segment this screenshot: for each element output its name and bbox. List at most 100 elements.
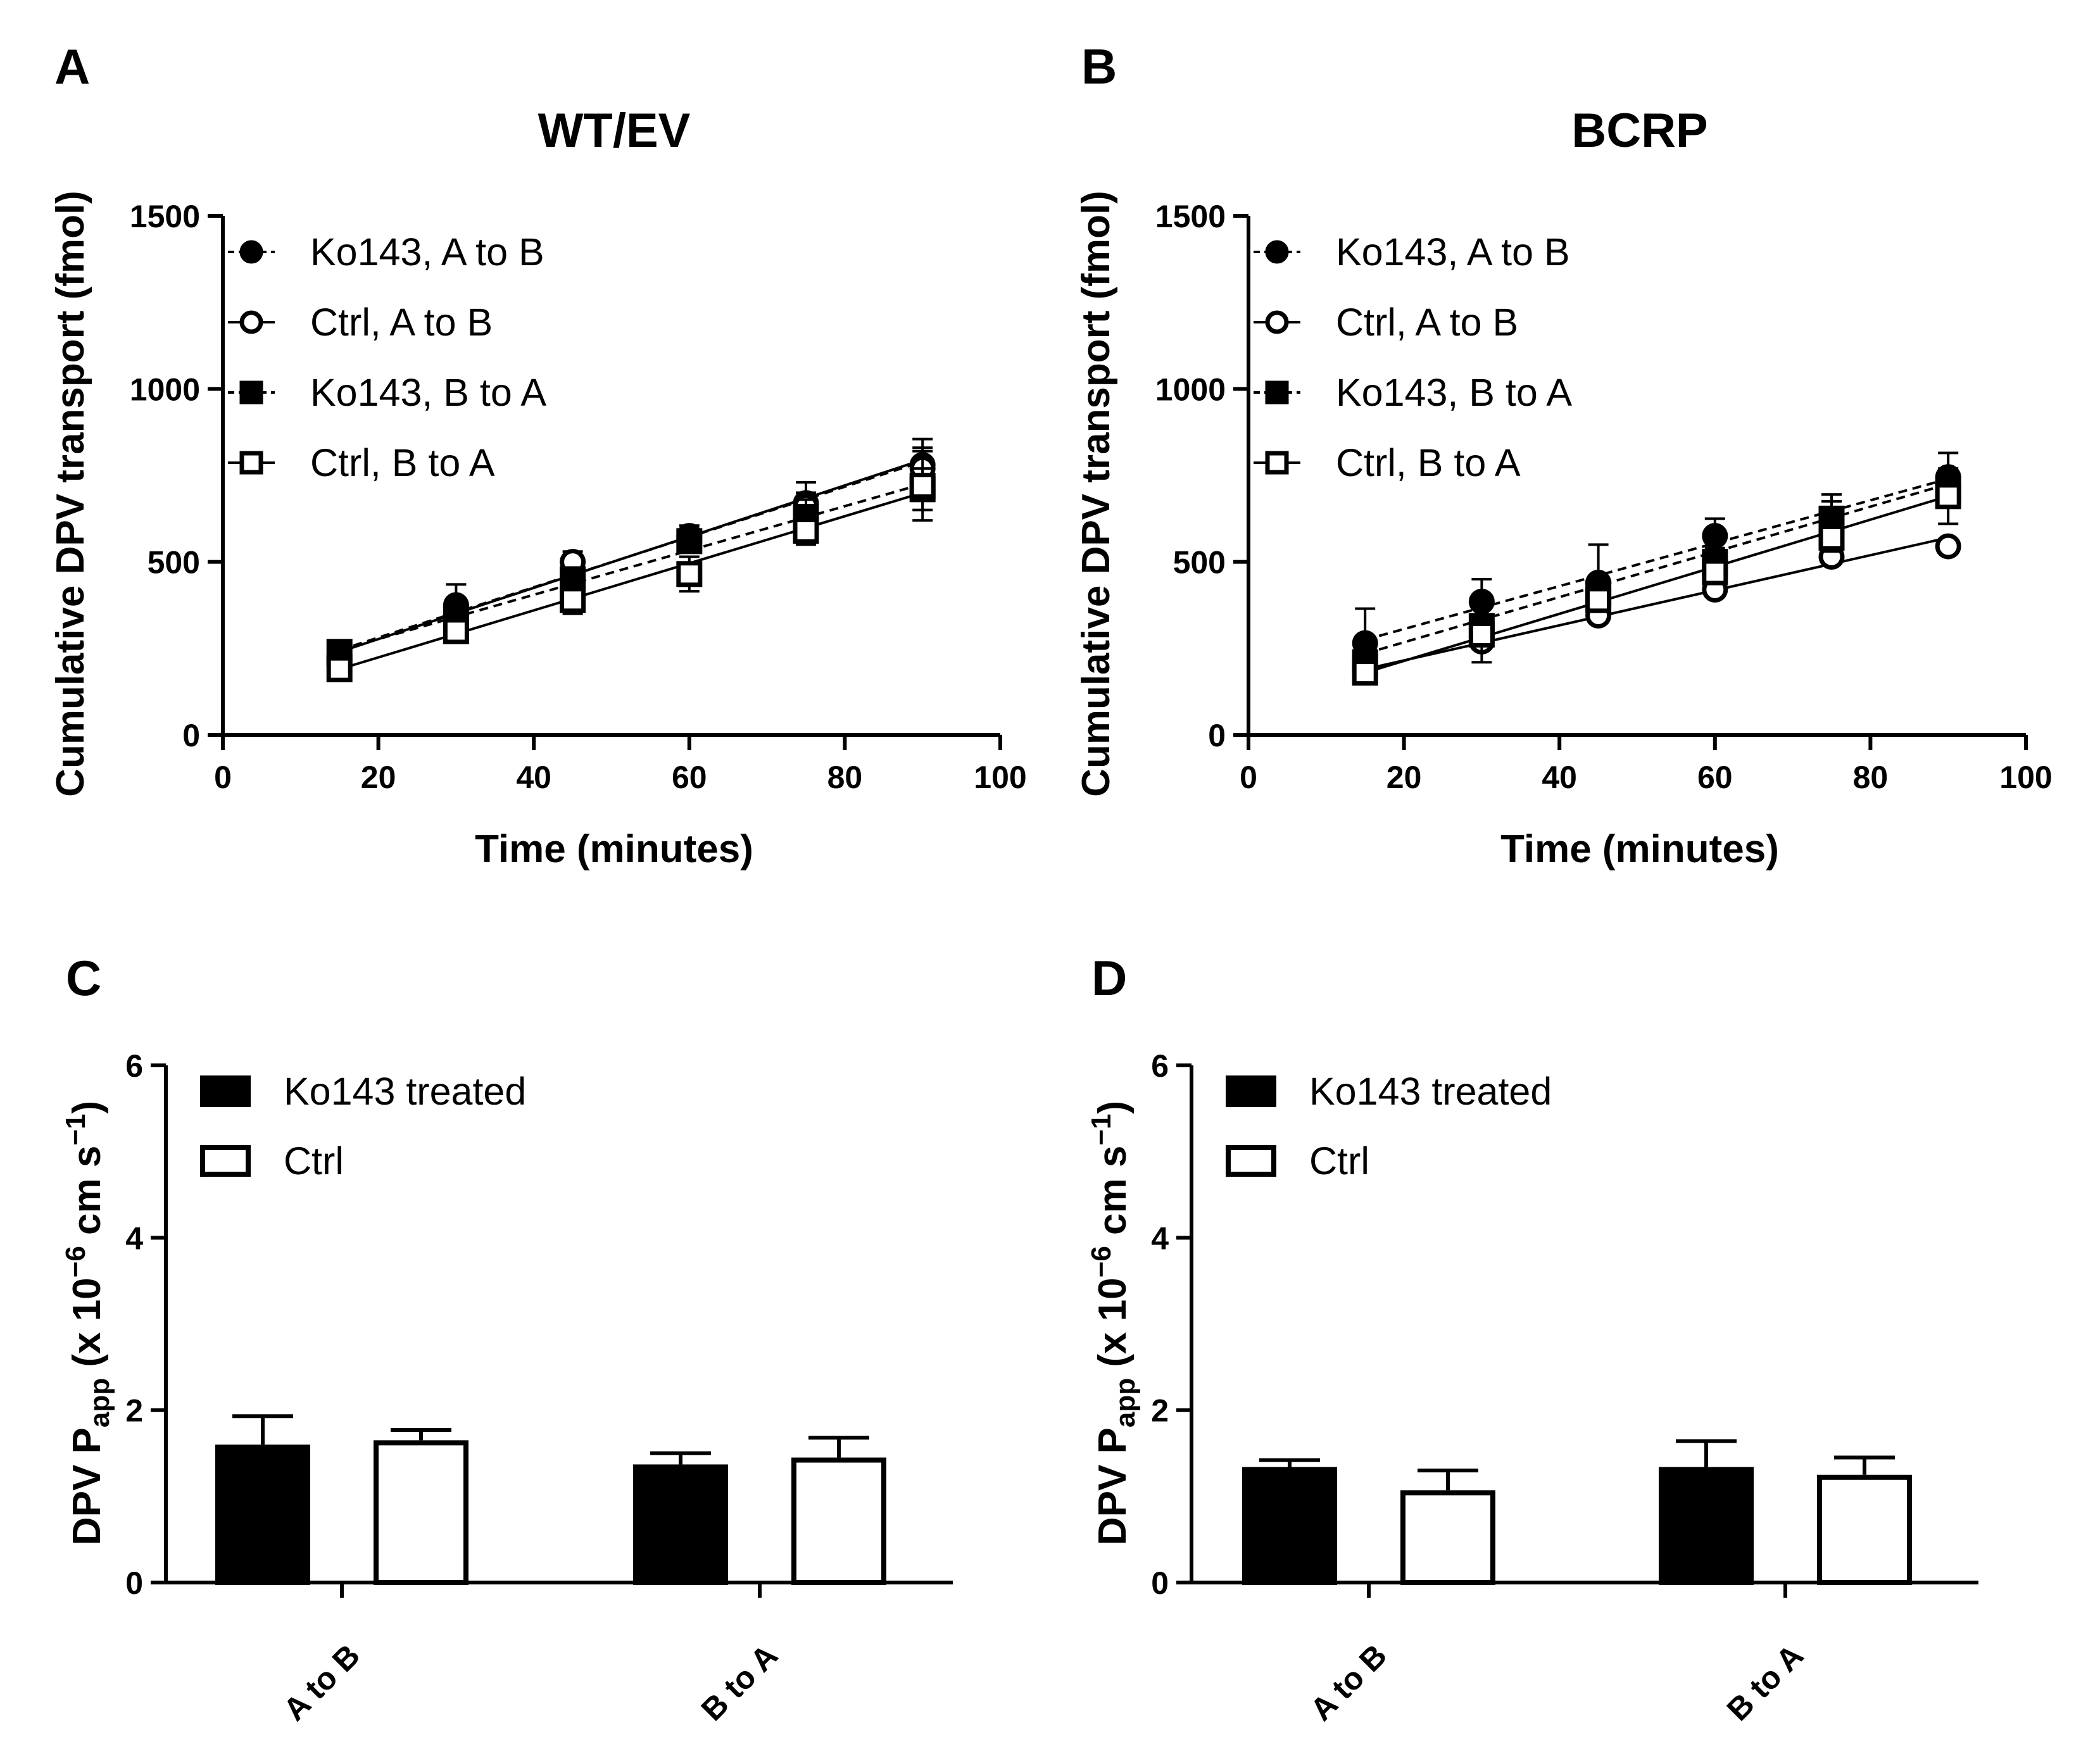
- ylabel-superscript-1: −6: [1086, 1246, 1117, 1277]
- series-0-bar: [1659, 1467, 1754, 1585]
- x-tick-label: 60: [672, 760, 707, 795]
- x-tick-label: 0: [214, 760, 232, 795]
- series-1-bar: [791, 1457, 886, 1586]
- y-tick-label: 500: [148, 545, 200, 580]
- y-tick-label: 4: [125, 1220, 143, 1256]
- ylabel-superscript-2: −1: [60, 1113, 91, 1145]
- legend-label-0: Ko143, A to B: [310, 230, 544, 273]
- legend-marker-0: [239, 240, 263, 264]
- legend-label-1: Ctrl, A to B: [1336, 301, 1518, 344]
- ylabel-subscript: app: [1110, 1378, 1141, 1427]
- series-3-point: [909, 472, 936, 499]
- series-3-point: [1818, 524, 1845, 551]
- y-tick-label: 0: [182, 718, 200, 753]
- x-tick-label: 80: [1853, 760, 1889, 795]
- x-category-label: B to A: [1720, 1638, 1810, 1727]
- series-3-point: [326, 656, 353, 682]
- panel-c-y-axis-title: DPV Papp (x 10−6 cm s−1): [60, 1101, 115, 1545]
- panel-a-y-axis-title: Cumulative DPV transport (fmol): [49, 191, 92, 797]
- ylabel-subscript: app: [84, 1378, 115, 1427]
- ylabel-unit: (x 10: [1091, 1277, 1135, 1378]
- legend-label-3: Ctrl, B to A: [310, 441, 495, 484]
- series-3-point: [1702, 559, 1728, 586]
- y-tick-label: 6: [125, 1048, 143, 1084]
- x-tick-label: 80: [827, 760, 863, 795]
- panel-d-letter: D: [1091, 950, 1127, 1006]
- legend-marker-0: [1265, 240, 1289, 264]
- series-3-point: [1585, 587, 1612, 613]
- y-tick-label: 4: [1151, 1220, 1169, 1256]
- series-1-bar: [374, 1440, 468, 1585]
- y-tick-label: 1500: [1155, 199, 1226, 234]
- x-tick-label: 100: [1999, 760, 2052, 795]
- y-tick-label: 0: [1151, 1565, 1169, 1601]
- x-tick-label: 20: [361, 760, 396, 795]
- y-tick-label: 500: [1173, 545, 1226, 580]
- panel-c-letter: C: [66, 950, 101, 1006]
- ylabel-main: DPV P: [65, 1427, 109, 1545]
- ylabel-close: ): [65, 1101, 109, 1114]
- legend-label-1: Ctrl: [1309, 1139, 1369, 1182]
- series-2-point: [676, 528, 703, 555]
- x-tick-label: 0: [1240, 760, 1257, 795]
- legend-label-2: Ko143, B to A: [310, 371, 546, 414]
- legend-label-1: Ctrl, A to B: [310, 301, 493, 344]
- x-tick-label: 100: [974, 760, 1026, 795]
- legend-marker-2: [239, 380, 263, 404]
- legend-marker-3: [1265, 451, 1289, 475]
- y-tick-label: 0: [1208, 718, 1226, 753]
- y-tick-label: 2: [125, 1393, 143, 1429]
- y-tick-label: 1000: [130, 372, 200, 407]
- legend-swatch-0: [200, 1075, 251, 1107]
- series-3-point: [676, 561, 703, 587]
- legend-swatch-1: [200, 1145, 251, 1177]
- legend-marker-1: [239, 310, 263, 334]
- series-1-fit-line: [339, 458, 923, 653]
- panel-a-line-chart: A WT/EV Time (minutes) Cumulative DPV tr…: [49, 39, 1027, 871]
- ylabel-unit: (x 10: [65, 1277, 109, 1378]
- legend-swatch-1: [1226, 1145, 1276, 1177]
- panel-c-bar-chart: C DPV Papp (x 10−6 cm s−1) 0 2 4 6 A to B B t…: [60, 950, 953, 1727]
- panel-a-letter: A: [54, 39, 90, 94]
- series-2-fit-line: [339, 482, 923, 651]
- ylabel-superscript-2: −1: [1086, 1113, 1117, 1145]
- series-0-fit-line: [1364, 477, 1949, 641]
- series-2-fit-line: [1364, 482, 1949, 655]
- series-1-bar: [1400, 1490, 1495, 1586]
- panel-a-title: WT/EV: [538, 104, 691, 158]
- series-3-point: [560, 587, 586, 613]
- panel-b-line-chart: B BCRP Time (minutes) Cumulative DPV tra…: [1074, 39, 2053, 871]
- panel-b-letter: B: [1081, 39, 1117, 94]
- legend-label-0: Ko143 treated: [1309, 1070, 1552, 1113]
- panel-d-bar-chart: D DPV Papp (x 10−6 cm s−1) 0 2 4 6 A to B B t…: [1086, 950, 1978, 1727]
- series-1-point: [1935, 533, 1961, 560]
- y-tick-label: 2: [1151, 1393, 1169, 1429]
- ylabel-main: DPV P: [1091, 1427, 1135, 1545]
- panel-b-title: BCRP: [1571, 104, 1707, 158]
- x-tick-label: 20: [1386, 760, 1422, 795]
- series-3-point: [1468, 621, 1495, 648]
- ylabel-unit-tail: cm s: [65, 1146, 109, 1246]
- legend-swatch-0: [1226, 1075, 1276, 1107]
- panel-d-y-axis-title: DPV Papp (x 10−6 cm s−1): [1086, 1101, 1141, 1545]
- legend-label-2: Ko143, B to A: [1336, 371, 1572, 414]
- ylabel-superscript-1: −6: [60, 1246, 91, 1277]
- x-tick-label: 40: [516, 760, 551, 795]
- series-1-bar: [1817, 1474, 1912, 1586]
- series-3-point: [793, 517, 819, 544]
- series-1-fit-line: [1364, 536, 1949, 671]
- legend-marker-2: [1265, 380, 1289, 404]
- legend-label-0: Ko143 treated: [284, 1070, 526, 1113]
- legend-label-1: Ctrl: [284, 1139, 344, 1182]
- x-tick-label: 60: [1697, 760, 1733, 795]
- series-3-point: [1352, 660, 1378, 686]
- series-3-point: [443, 618, 469, 644]
- panel-b-x-axis-title: Time (minutes): [1500, 827, 1779, 871]
- legend-label-3: Ctrl, B to A: [1336, 441, 1521, 484]
- ylabel-close: ): [1091, 1101, 1135, 1114]
- series-0-bar: [633, 1464, 728, 1585]
- series-3-fit-line: [1364, 494, 1949, 674]
- series-0-bar: [1242, 1467, 1337, 1585]
- x-tick-label: 40: [1542, 760, 1577, 795]
